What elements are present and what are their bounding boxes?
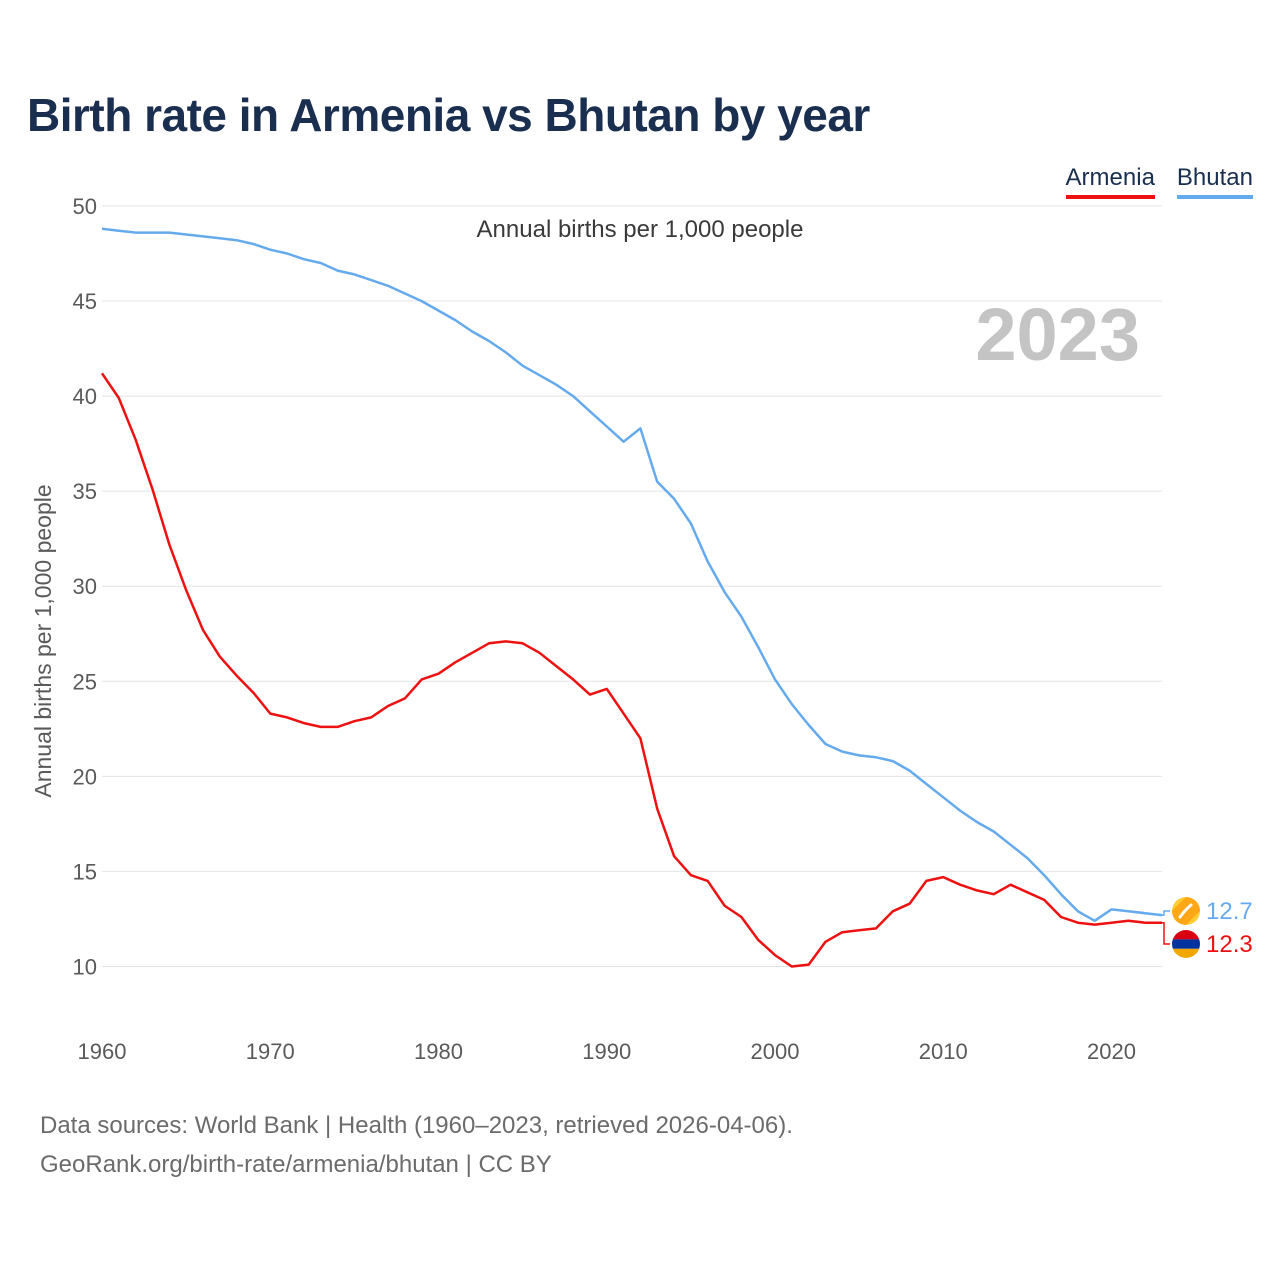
y-tick-label: 25 (73, 669, 97, 694)
y-tick-label: 50 (73, 194, 97, 219)
series-line-bhutan (101, 227, 1163, 923)
x-tick-label: 1990 (582, 1039, 631, 1064)
y-axis-label: Annual births per 1,000 people (30, 484, 56, 797)
x-tick-label: 2020 (1087, 1039, 1136, 1064)
legend: Armenia Bhutan (1065, 164, 1253, 199)
source-url-text[interactable]: GeoRank.org/birth-rate/armenia/bhutan | … (40, 1151, 552, 1178)
bhutan-flag-dragon (1178, 903, 1193, 919)
end-leader-bhutan (1162, 910, 1170, 916)
end-leader-armenia (1162, 921, 1170, 945)
year-watermark: 2023 (975, 293, 1140, 376)
end-value-bhutan: 12.7 (1206, 898, 1253, 925)
x-tick-label: 1960 (78, 1039, 127, 1064)
x-tick-label: 2000 (751, 1039, 800, 1064)
chart-title: Birth rate in Armenia vs Bhutan by year (27, 89, 870, 141)
x-tick-label: 1970 (246, 1039, 295, 1064)
series-line-armenia (100, 372, 1162, 968)
data-source-text: Data sources: World Bank | Health (1960–… (40, 1112, 793, 1139)
y-tick-label: 35 (73, 479, 97, 504)
y-axis-ticks: 10 15 20 25 30 35 40 45 50 (73, 194, 97, 979)
grid-lines (102, 205, 1162, 967)
legend-item-armenia[interactable]: Armenia (1065, 164, 1155, 199)
y-tick-label: 40 (73, 384, 97, 409)
end-value-armenia: 12.3 (1206, 931, 1253, 958)
x-tick-label: 1980 (414, 1039, 463, 1064)
armenia-flag-icon (1172, 930, 1200, 958)
series-lines (100, 227, 1163, 968)
y-tick-label: 45 (73, 289, 97, 314)
end-markers: 12.7 12.3 (1162, 897, 1253, 958)
x-axis-ticks: 1960 1970 1980 1990 2000 2010 2020 (78, 1039, 1136, 1064)
footer: Data sources: World Bank | Health (1960–… (40, 1106, 793, 1184)
legend-item-bhutan[interactable]: Bhutan (1176, 164, 1253, 199)
x-tick-label: 2010 (919, 1039, 968, 1064)
y-tick-label: 10 (73, 954, 97, 979)
y-tick-label: 30 (73, 574, 97, 599)
y-tick-label: 15 (73, 859, 97, 884)
chart-subtitle: Annual births per 1,000 people (476, 216, 804, 243)
y-tick-label: 20 (73, 764, 97, 789)
